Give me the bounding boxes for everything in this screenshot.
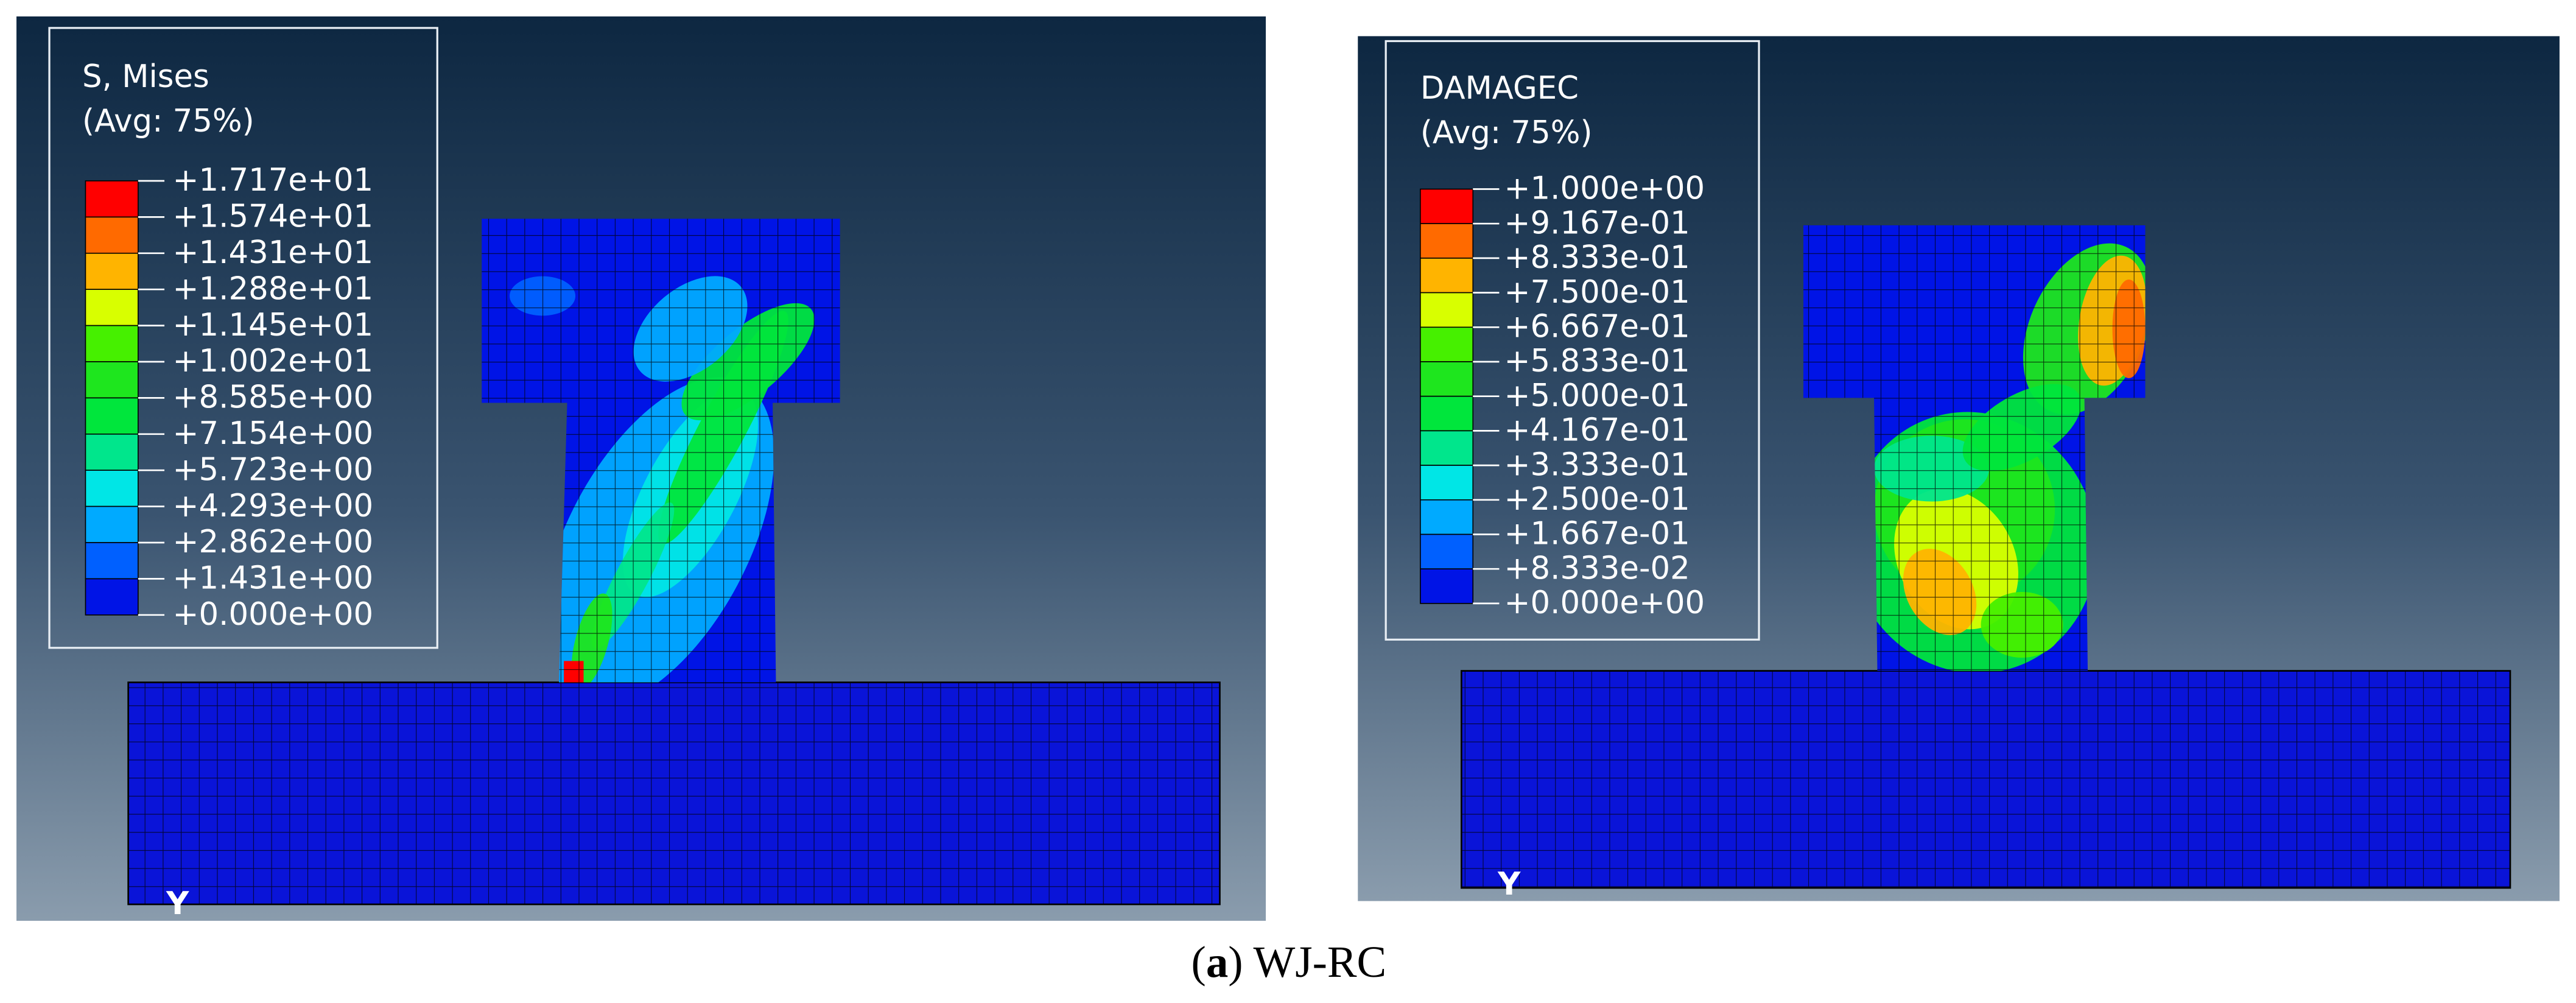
caption-label: a: [1206, 937, 1228, 987]
axis-label: Y: [1497, 866, 1521, 903]
legend-label: +1.667e-01: [1504, 516, 1690, 552]
legend-swatch: [85, 578, 139, 616]
legend-label: +7.500e-01: [1504, 274, 1690, 311]
legend-label: +5.000e-01: [1504, 378, 1690, 414]
legend-swatch: [1420, 430, 1474, 466]
legend-box: [1385, 40, 1760, 641]
legend-swatch: [1420, 465, 1474, 501]
legend-swatch: [1420, 188, 1474, 225]
legend-label: +4.293e+00: [173, 488, 374, 524]
legend-swatch: [1420, 223, 1474, 259]
legend-swatch: [85, 433, 139, 471]
legend-label: +4.167e-01: [1504, 412, 1690, 449]
legend-swatch: [85, 361, 139, 399]
legend-swatch: [85, 325, 139, 362]
legend-label: +9.167e-01: [1504, 205, 1690, 241]
legend-swatch: [85, 289, 139, 326]
legend-swatch: [1420, 361, 1474, 397]
legend-swatch: [1420, 395, 1474, 432]
legend-swatch: [85, 180, 139, 218]
legend-swatch: [1420, 326, 1474, 362]
caption: (a) WJ-RC: [1191, 937, 1387, 987]
legend-subtitle: (Avg: 75%): [82, 103, 254, 139]
legend-label: +1.574e+01: [173, 199, 374, 235]
legend-swatch: [1420, 533, 1474, 570]
legend-swatch: [85, 252, 139, 290]
legend-swatch: [1420, 499, 1474, 535]
caption-text: ) WJ-RC: [1228, 937, 1386, 987]
legend-label: +1.000e+00: [1504, 171, 1705, 207]
legend-subtitle: (Avg: 75%): [1420, 114, 1593, 151]
legend-label: +6.667e-01: [1504, 309, 1690, 345]
legend-title: S, Mises: [82, 58, 209, 95]
legend-label: +0.000e+00: [1504, 585, 1705, 621]
legend-label: +5.833e-01: [1504, 343, 1690, 379]
legend-label: +8.585e+00: [173, 379, 374, 416]
legend-label: +8.333e-02: [1504, 550, 1690, 586]
legend-label: +8.333e-01: [1504, 239, 1690, 276]
legend-label: +1.431e+01: [173, 234, 374, 271]
legend-label: +3.333e-01: [1504, 446, 1690, 483]
legend-box: [48, 27, 438, 649]
base-mesh: [1461, 670, 2510, 888]
legend-swatch: [85, 505, 139, 543]
legend-swatch: [85, 397, 139, 435]
legend-swatch: [85, 470, 139, 507]
legend-label: +2.862e+00: [173, 524, 374, 560]
legend-title: DAMAGEC: [1420, 70, 1579, 107]
axis-label: Y: [166, 885, 189, 922]
caption-prefix: (: [1191, 937, 1206, 987]
legend-label: +1.002e+01: [173, 343, 374, 379]
legend-label: +5.723e+00: [173, 451, 374, 488]
legend-swatch: [1420, 258, 1474, 294]
legend-label: +1.288e+01: [173, 270, 374, 307]
legend-label: +0.000e+00: [173, 596, 374, 633]
legend-swatch: [85, 216, 139, 254]
base-mesh: [128, 682, 1220, 904]
legend-swatch: [85, 542, 139, 580]
legend-swatch: [1420, 292, 1474, 328]
legend-label: +1.145e+01: [173, 307, 374, 343]
legend-label: +7.154e+00: [173, 415, 374, 452]
legend-label: +1.431e+00: [173, 560, 374, 597]
legend-label: +2.500e-01: [1504, 481, 1690, 518]
legend-label: +1.717e+01: [173, 162, 374, 199]
legend-swatch: [1420, 568, 1474, 604]
